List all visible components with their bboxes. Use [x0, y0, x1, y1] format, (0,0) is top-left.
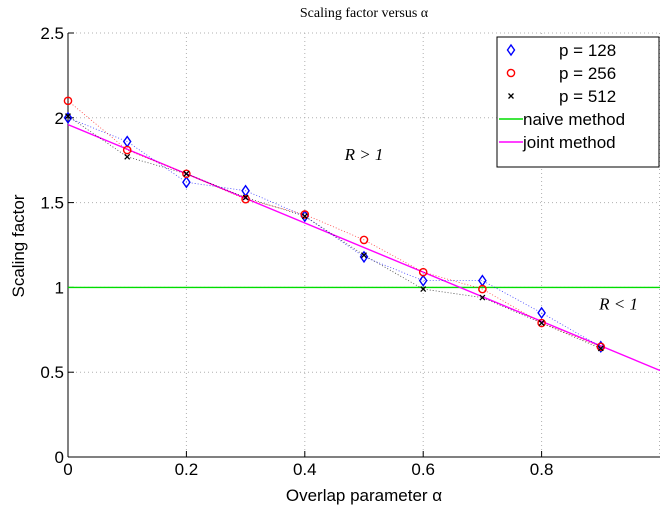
- data-point: [420, 286, 427, 293]
- data-point: [537, 318, 546, 328]
- series-line-joint-method: [67, 123, 660, 372]
- y-tick-label: 1.5: [40, 194, 64, 213]
- data-point: [301, 213, 308, 220]
- data-point: [63, 111, 73, 125]
- data-point: [418, 267, 428, 277]
- data-point: [122, 145, 132, 155]
- data-point: [183, 170, 190, 177]
- y-axis-label: Scaling factor: [9, 194, 28, 297]
- data-point: [182, 169, 191, 179]
- data-point: [537, 306, 546, 320]
- y-tick-label: 2.5: [40, 24, 64, 43]
- legend-label: p = 256: [559, 64, 616, 83]
- y-tick-label: 0: [55, 448, 64, 467]
- legend: p = 128 p = 256 p = 512 naive method joint m…: [496, 36, 660, 168]
- legend-label: p = 512: [559, 87, 616, 106]
- data-point: [300, 210, 310, 219]
- series-connector: [67, 100, 601, 348]
- legend-swatch: [506, 43, 516, 57]
- x-tick-label: 0.2: [175, 460, 199, 479]
- y-tick-label: 2: [55, 109, 64, 128]
- y-tick-label: 0.5: [40, 363, 64, 382]
- data-point: [182, 176, 191, 189]
- x-tick-label: 0.4: [293, 460, 317, 479]
- data-point: [478, 284, 487, 294]
- data-point: [359, 250, 369, 264]
- series-connector: [67, 115, 601, 349]
- plot-area: 0 0.2 0.4 0.6 0.8 0 0.5 1 1.5 2 2.5 R > 1 R < 1: [40, 24, 660, 479]
- annotation-label: R > 1: [344, 145, 384, 164]
- legend-box: [496, 36, 660, 168]
- data-point: [241, 194, 250, 204]
- data-point: [65, 113, 71, 120]
- data-point: [538, 320, 545, 326]
- legend-label: naive method: [523, 110, 625, 129]
- data-point: [479, 294, 486, 301]
- x-tick-label: 0.8: [530, 460, 554, 479]
- data-point: [596, 340, 606, 353]
- y-tick-label: 1: [55, 278, 64, 297]
- annotation-label: R < 1: [598, 294, 638, 313]
- data-point: [596, 342, 606, 352]
- chart-title: Scaling factor versus α: [300, 6, 429, 21]
- data-point: [361, 252, 367, 259]
- x-tick-label: 0.6: [411, 460, 435, 479]
- x-tick-label: 0: [63, 460, 72, 479]
- data-point: [242, 194, 249, 201]
- data-point: [418, 274, 428, 287]
- legend-label: joint method: [522, 133, 616, 152]
- legend-swatch: [506, 68, 516, 78]
- legend-label: p = 128: [559, 41, 616, 60]
- legend-swatch: [508, 93, 514, 99]
- data-point: [478, 274, 487, 287]
- data-point: [597, 345, 604, 352]
- data-point: [124, 153, 131, 160]
- data-point: [63, 96, 73, 106]
- data-point: [359, 235, 369, 245]
- x-axis-label: Overlap parameter α: [286, 486, 442, 505]
